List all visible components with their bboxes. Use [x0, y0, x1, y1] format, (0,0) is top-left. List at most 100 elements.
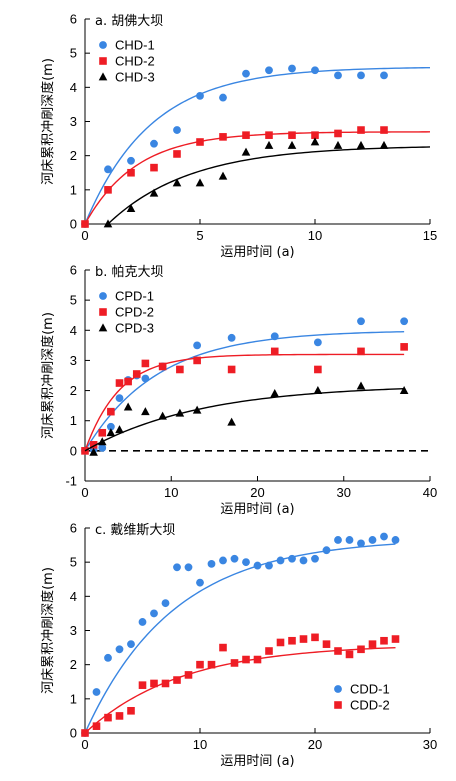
x-tick-label: 0	[81, 737, 88, 752]
legend-marker-cpd-2	[99, 308, 107, 316]
data-point-cpd-2	[357, 347, 365, 356]
x-tick-label: 40	[423, 485, 437, 500]
data-point-cpd-3	[399, 385, 409, 394]
data-point-cdd-1	[138, 618, 147, 626]
data-point-cdd-2	[253, 655, 262, 664]
fit-curve-cpd-3	[84, 387, 405, 452]
data-point-cpd-1	[313, 338, 322, 347]
data-point-cpd-1	[193, 341, 202, 350]
legend-label: CHD-1	[115, 38, 155, 53]
data-point-cdd-2	[276, 638, 285, 647]
data-point-chd-3	[172, 178, 182, 187]
data-point-cdd-2	[173, 676, 181, 684]
data-point-chd-1	[127, 156, 135, 165]
data-point-cdd-1	[311, 554, 319, 563]
y-tick-label: 4	[70, 323, 77, 338]
data-point-cdd-2	[115, 712, 124, 720]
data-point-cdd-1	[368, 536, 377, 544]
y-tick-label: 4	[70, 589, 77, 604]
data-point-cdd-1	[161, 599, 170, 608]
data-point-cpd-3	[192, 405, 202, 414]
y-tick-label: 3	[70, 353, 77, 368]
y-axis-title: 河床累积冲刷深度(m)	[40, 567, 56, 694]
y-tick-label: 5	[70, 555, 77, 570]
data-point-chd-3	[379, 140, 389, 149]
fit-curve-cdd-1	[84, 543, 396, 734]
data-point-chd-2	[288, 131, 296, 139]
data-point-chd-2	[311, 131, 319, 139]
data-point-cdd-2	[81, 729, 89, 737]
fit-curve-chd-2	[84, 131, 431, 225]
x-tick-label: 15	[423, 228, 437, 243]
legend-label: CPD-2	[115, 305, 154, 320]
x-tick-label: 10	[193, 737, 207, 752]
y-tick-label: 4	[70, 80, 77, 95]
data-point-cpd-2	[314, 365, 322, 374]
data-point-cdd-1	[276, 556, 285, 565]
x-axis-title: 运用时间 (a)	[220, 245, 294, 260]
data-point-cpd-3	[227, 417, 236, 426]
fit-curve-chd-1	[84, 66, 431, 225]
data-point-cdd-1	[253, 561, 262, 570]
data-point-cpd-1	[227, 333, 236, 342]
x-axis-title: 运用时间 (a)	[220, 754, 294, 769]
data-point-chd-3	[218, 171, 228, 180]
legend-marker-cdd-2	[334, 701, 342, 709]
data-point-cpd-1	[106, 422, 115, 431]
data-point-chd-1	[380, 71, 388, 80]
data-point-cpd-2	[227, 365, 236, 374]
y-tick-label: 2	[70, 148, 77, 163]
data-point-cpd-3	[123, 402, 133, 411]
data-point-cdd-2	[368, 640, 377, 648]
y-tick-label: 1	[70, 691, 77, 706]
data-point-cpd-2	[124, 377, 132, 386]
data-point-cdd-1	[219, 556, 227, 565]
data-point-chd-1	[334, 71, 342, 80]
data-point-chd-2	[242, 131, 250, 139]
fit-curve-chd-3	[107, 146, 431, 225]
data-point-cdd-1	[357, 539, 365, 548]
data-point-chd-1	[196, 91, 204, 100]
data-point-cdd-1	[230, 554, 239, 563]
data-point-cdd-1	[207, 559, 216, 568]
data-point-cpd-1	[357, 317, 365, 326]
data-point-cdd-2	[391, 635, 400, 643]
data-point-cpd-2	[158, 362, 167, 371]
legend-label: CHD-2	[115, 54, 155, 69]
data-point-cdd-1	[173, 563, 181, 572]
y-tick-label: 3	[70, 623, 77, 638]
data-point-cpd-3	[158, 411, 167, 420]
data-point-cpd-2	[98, 428, 107, 437]
data-point-chd-2	[357, 126, 365, 134]
data-point-chd-1	[219, 93, 227, 102]
data-point-chd-2	[104, 186, 112, 194]
data-point-cdd-2	[127, 706, 135, 715]
data-point-cpd-2	[176, 365, 184, 374]
y-tick-label: 3	[70, 114, 77, 129]
data-point-cdd-2	[92, 722, 101, 730]
y-tick-label: 0	[70, 443, 77, 458]
data-point-chd-3	[195, 178, 205, 187]
data-point-cpd-3	[270, 388, 280, 397]
data-point-chd-1	[242, 69, 250, 78]
data-point-cpd-3	[115, 425, 124, 434]
data-point-cpd-2	[400, 343, 408, 351]
y-tick-label: -1	[65, 474, 77, 489]
data-point-cdd-1	[322, 546, 331, 555]
x-axis-title: 运用时间 (a)	[220, 502, 294, 517]
data-point-chd-3	[103, 219, 113, 228]
data-point-cdd-1	[242, 558, 250, 567]
y-tick-label: 2	[70, 383, 77, 398]
data-point-cdd-2	[219, 643, 227, 652]
legend-label: CPD-3	[115, 321, 154, 336]
y-tick-label: 1	[70, 413, 77, 428]
data-point-cpd-3	[97, 437, 107, 446]
fit-curve-cpd-2	[84, 353, 405, 452]
data-point-cpd-3	[106, 428, 116, 437]
data-point-cdd-2	[380, 636, 388, 645]
x-tick-label: 30	[337, 485, 351, 500]
data-point-cdd-1	[299, 556, 308, 565]
legend-marker-chd-3	[98, 72, 108, 81]
